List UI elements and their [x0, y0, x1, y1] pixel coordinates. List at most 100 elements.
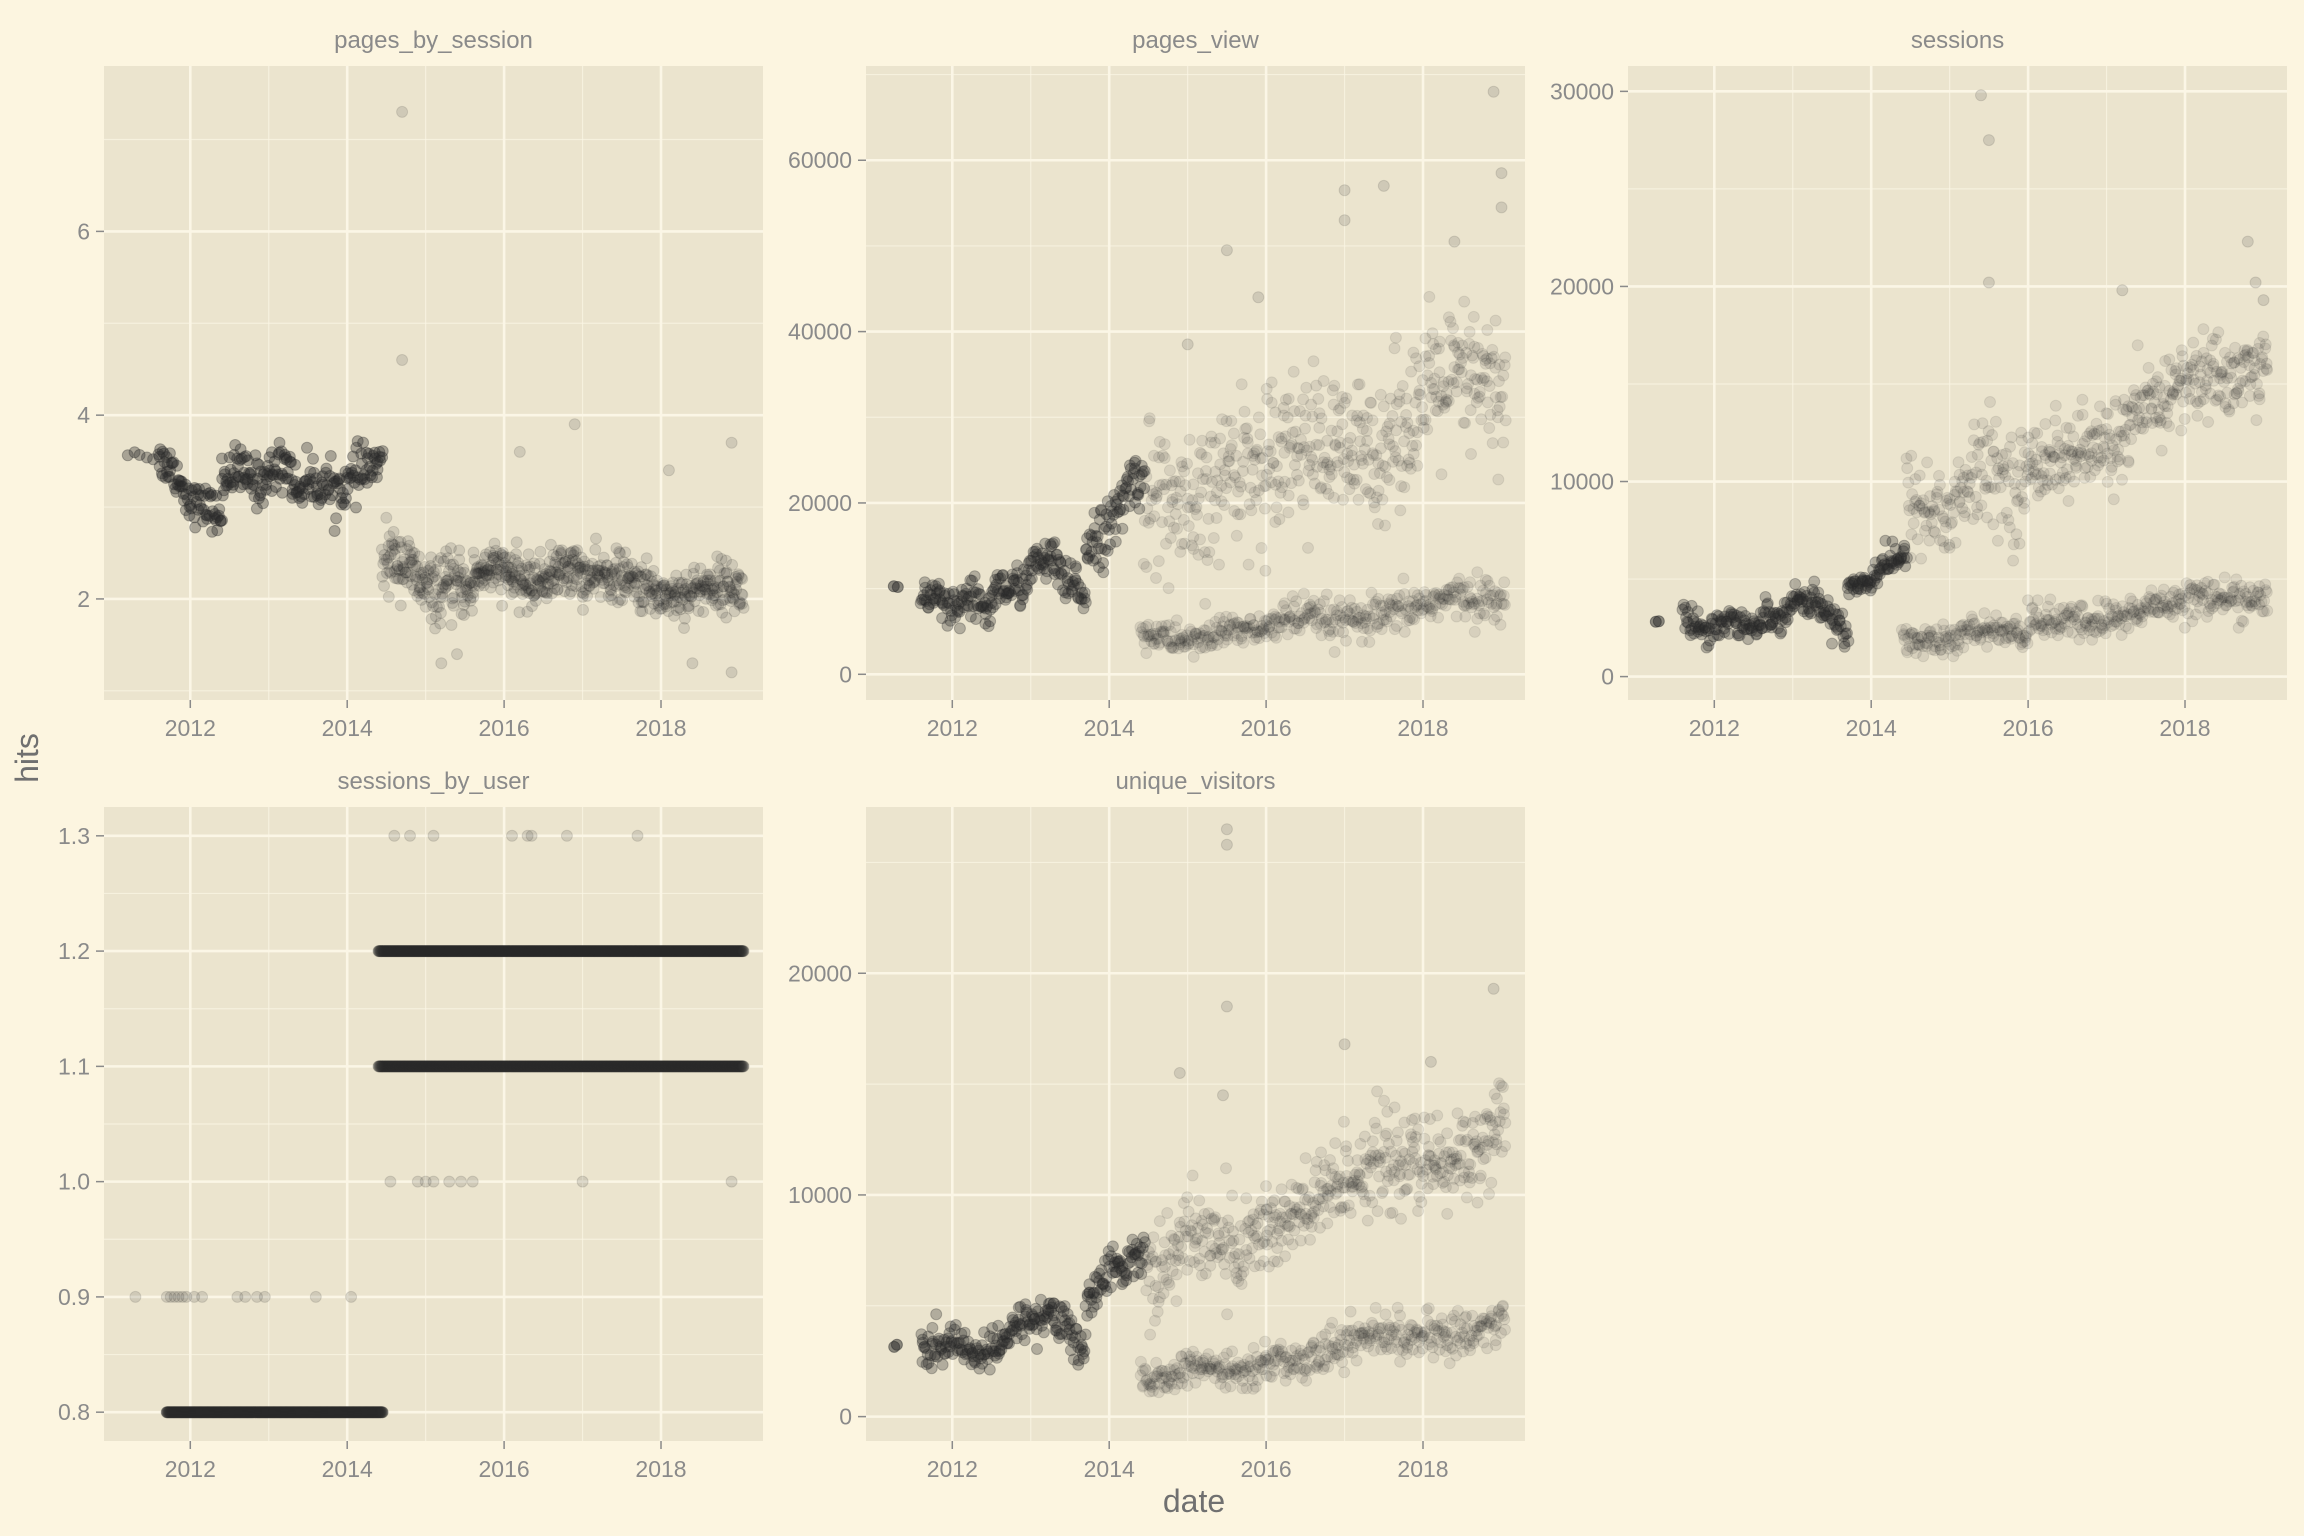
x-tick-label: 2016 [479, 715, 530, 741]
data-point [260, 483, 272, 496]
data-point [341, 483, 354, 496]
data-point [275, 467, 288, 480]
data-point [461, 575, 474, 588]
data-point [289, 475, 302, 488]
data-point [197, 503, 210, 516]
data-point [254, 465, 267, 478]
data-point [1898, 539, 1911, 552]
data-point [1317, 375, 1330, 387]
data-point [307, 452, 319, 465]
data-point [1913, 469, 1926, 482]
data-point [1360, 425, 1373, 437]
data-point [1238, 405, 1251, 418]
data-point [361, 476, 374, 489]
data-point [568, 418, 581, 431]
data-point [420, 577, 433, 590]
data-point [378, 579, 390, 592]
x-tick-label: 2014 [1084, 1456, 1135, 1482]
data-point [443, 1175, 456, 1188]
data-point [1270, 501, 1283, 514]
data-point [226, 475, 239, 488]
data-point [1442, 395, 1455, 407]
data-point [1377, 179, 1390, 192]
data-point [2261, 363, 2274, 376]
data-point [389, 572, 402, 584]
data-point [371, 455, 384, 468]
data-point [147, 453, 160, 466]
data-point [1394, 504, 1407, 517]
data-point [425, 613, 438, 625]
data-point [380, 553, 393, 566]
data-point [156, 469, 169, 482]
data-point [513, 445, 526, 458]
data-point [443, 565, 455, 578]
data-point [422, 573, 435, 586]
data-point [226, 481, 239, 494]
data-point [1691, 605, 1704, 618]
data-point [204, 490, 217, 503]
data-point [320, 479, 333, 492]
data-point [461, 589, 474, 602]
data-point [631, 829, 644, 842]
data-point [2259, 338, 2272, 351]
data-point [208, 512, 221, 525]
y-tick-label: 40000 [788, 319, 852, 345]
data-point [425, 551, 437, 564]
data-point [442, 573, 455, 586]
data-point [389, 542, 402, 555]
data-point [1181, 338, 1194, 351]
data-point [2039, 418, 2052, 430]
data-point [306, 476, 319, 489]
data-point [231, 460, 244, 473]
data-point [437, 555, 450, 568]
x-tick-label: 2018 [635, 715, 686, 741]
data-point [1258, 502, 1271, 515]
data-point [185, 484, 198, 497]
data-point [1836, 607, 1849, 620]
data-point [466, 1175, 479, 1188]
data-point [1140, 647, 1153, 660]
data-point [388, 565, 401, 578]
data-point [368, 452, 381, 465]
data-point [1483, 422, 1496, 434]
x-tick-label: 2014 [1846, 715, 1897, 741]
data-point [1163, 464, 1176, 477]
data-point [206, 489, 218, 502]
data-point [370, 471, 383, 484]
x-tick-label: 2016 [479, 1456, 530, 1482]
data-point [406, 546, 419, 559]
data-point [2031, 427, 2044, 440]
data-point [206, 505, 219, 518]
data-point [1070, 562, 1083, 575]
data-point [437, 578, 450, 591]
data-point [286, 474, 298, 486]
data-point [315, 476, 328, 489]
data-point [1448, 235, 1461, 248]
data-point [388, 829, 401, 842]
data-point [383, 530, 396, 543]
data-point [1213, 558, 1225, 571]
data-point [323, 470, 336, 482]
data-point [1901, 462, 1914, 475]
data-point [2218, 571, 2231, 584]
data-point [345, 462, 357, 475]
data-point [187, 490, 200, 503]
data-point [1338, 214, 1351, 227]
data-point [229, 439, 242, 451]
data-point [332, 473, 345, 486]
data-point [293, 482, 306, 495]
data-point [351, 471, 364, 484]
x-tick-label: 2014 [322, 1456, 373, 1482]
data-point [254, 486, 267, 499]
data-point [327, 477, 340, 490]
data-point [263, 470, 276, 483]
data-point [401, 576, 413, 589]
panel-title: pages_by_session [334, 27, 533, 54]
data-point [1199, 597, 1212, 610]
data-point [460, 580, 473, 593]
data-point [344, 471, 357, 484]
data-point [386, 538, 399, 551]
data-point [1214, 432, 1226, 445]
data-point [233, 470, 245, 483]
data-point [737, 945, 750, 958]
